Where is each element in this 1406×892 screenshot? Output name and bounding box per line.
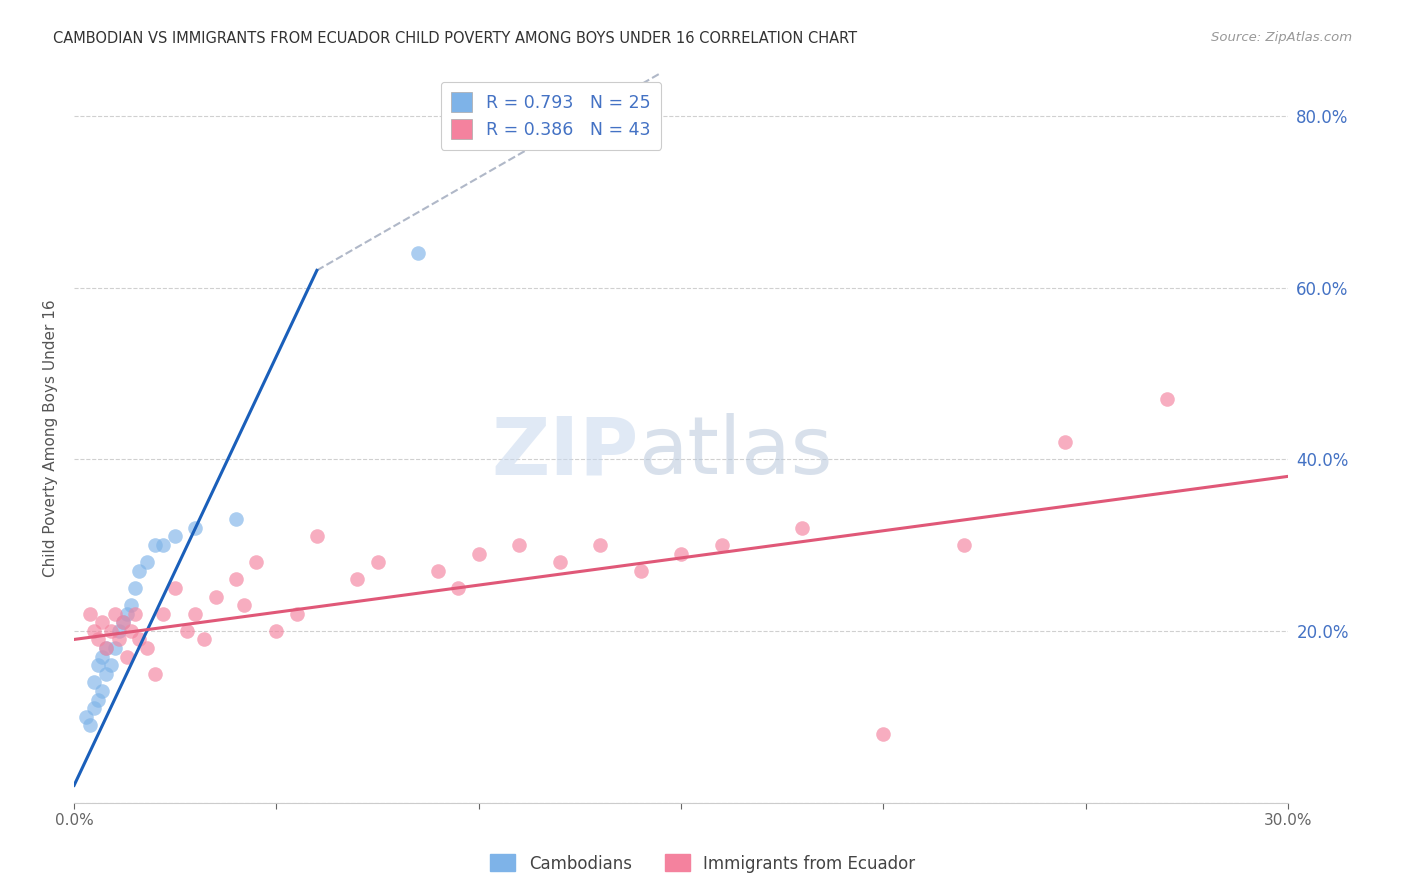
- Point: [107, 632, 129, 647]
- Point: [204, 590, 226, 604]
- Point: [87, 658, 110, 673]
- Point: [143, 538, 166, 552]
- Point: [467, 547, 489, 561]
- Point: [124, 607, 146, 621]
- Point: [548, 555, 571, 569]
- Point: [710, 538, 733, 552]
- Y-axis label: Child Poverty Among Boys Under 16: Child Poverty Among Boys Under 16: [44, 299, 58, 576]
- Point: [872, 727, 894, 741]
- Point: [83, 624, 105, 638]
- Point: [406, 246, 429, 260]
- Point: [83, 675, 105, 690]
- Point: [87, 692, 110, 706]
- Text: atlas: atlas: [638, 413, 832, 491]
- Point: [128, 632, 150, 647]
- Point: [152, 607, 174, 621]
- Point: [427, 564, 450, 578]
- Point: [111, 615, 134, 630]
- Point: [91, 649, 114, 664]
- Point: [630, 564, 652, 578]
- Point: [111, 615, 134, 630]
- Point: [124, 581, 146, 595]
- Point: [193, 632, 215, 647]
- Point: [103, 640, 125, 655]
- Point: [91, 615, 114, 630]
- Point: [346, 573, 368, 587]
- Point: [87, 632, 110, 647]
- Point: [91, 684, 114, 698]
- Point: [128, 564, 150, 578]
- Point: [79, 607, 101, 621]
- Point: [508, 538, 530, 552]
- Point: [165, 581, 187, 595]
- Point: [285, 607, 308, 621]
- Point: [233, 598, 256, 612]
- Point: [245, 555, 267, 569]
- Point: [100, 624, 122, 638]
- Point: [589, 538, 612, 552]
- Text: CAMBODIAN VS IMMIGRANTS FROM ECUADOR CHILD POVERTY AMONG BOYS UNDER 16 CORRELATI: CAMBODIAN VS IMMIGRANTS FROM ECUADOR CHI…: [53, 31, 858, 46]
- Point: [1054, 435, 1077, 450]
- Point: [1156, 392, 1178, 406]
- Point: [107, 624, 129, 638]
- Point: [135, 555, 157, 569]
- Point: [83, 701, 105, 715]
- Point: [120, 624, 142, 638]
- Point: [96, 640, 118, 655]
- Point: [176, 624, 198, 638]
- Point: [225, 573, 247, 587]
- Point: [115, 649, 138, 664]
- Point: [367, 555, 389, 569]
- Point: [96, 666, 118, 681]
- Text: Source: ZipAtlas.com: Source: ZipAtlas.com: [1212, 31, 1353, 45]
- Point: [96, 640, 118, 655]
- Legend: R = 0.793   N = 25, R = 0.386   N = 43: R = 0.793 N = 25, R = 0.386 N = 43: [441, 82, 661, 150]
- Point: [953, 538, 976, 552]
- Point: [100, 658, 122, 673]
- Point: [103, 607, 125, 621]
- Point: [120, 598, 142, 612]
- Point: [165, 529, 187, 543]
- Point: [266, 624, 288, 638]
- Text: ZIP: ZIP: [491, 413, 638, 491]
- Point: [184, 607, 207, 621]
- Point: [669, 547, 692, 561]
- Point: [75, 709, 97, 723]
- Point: [143, 666, 166, 681]
- Point: [79, 718, 101, 732]
- Point: [305, 529, 328, 543]
- Point: [152, 538, 174, 552]
- Point: [792, 521, 814, 535]
- Legend: Cambodians, Immigrants from Ecuador: Cambodians, Immigrants from Ecuador: [484, 847, 922, 880]
- Point: [225, 512, 247, 526]
- Point: [447, 581, 470, 595]
- Point: [184, 521, 207, 535]
- Point: [135, 640, 157, 655]
- Point: [115, 607, 138, 621]
